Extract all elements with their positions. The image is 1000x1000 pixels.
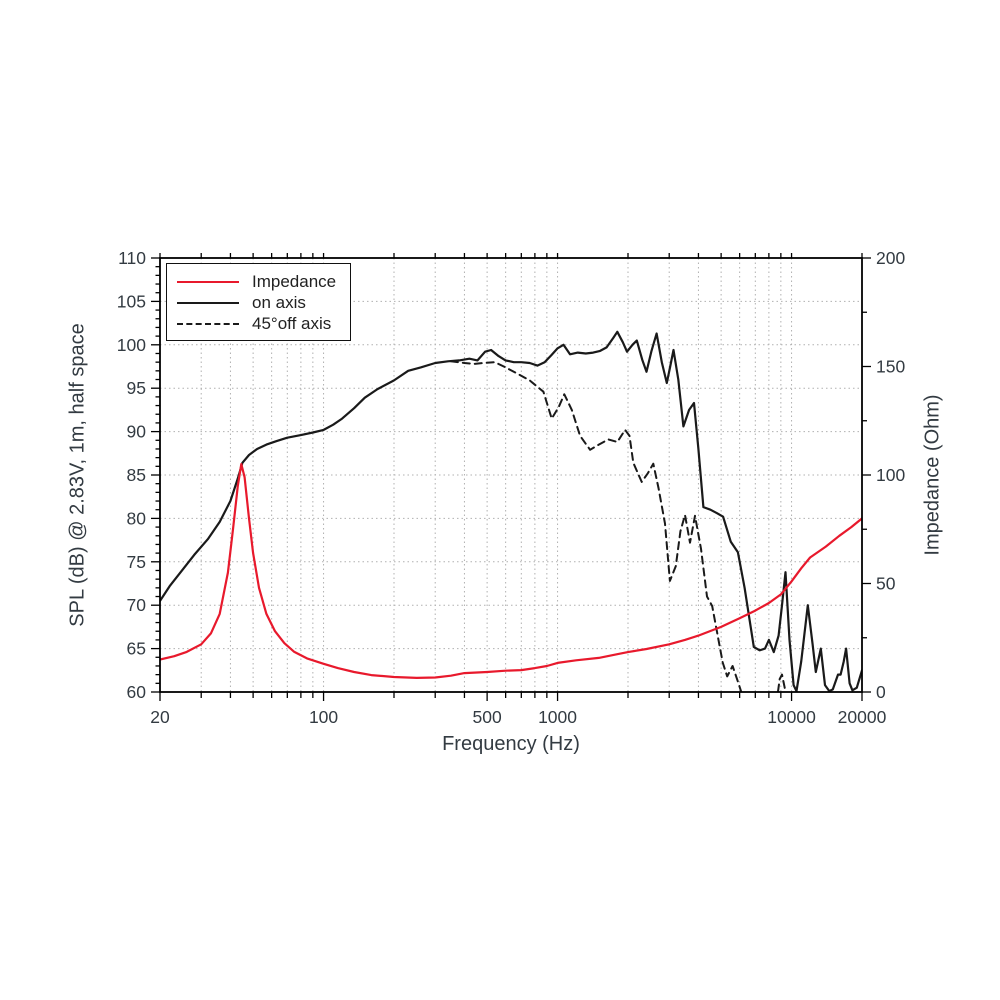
x-tick-label: 1000: [538, 707, 577, 727]
x-tick-label: 100: [309, 707, 338, 727]
off-axis-line-swatch: [177, 322, 239, 325]
y-right-tick-label: 200: [876, 248, 905, 268]
legend-label-off-axis: 45°off axis: [252, 314, 332, 333]
legend-box: Impedance on axis 45°off axis: [166, 263, 352, 341]
y-left-tick-label: 110: [118, 248, 146, 268]
curve-45-off-axis: [449, 360, 787, 692]
y-left-tick-label: 90: [127, 422, 147, 442]
y-right-tick-label: 0: [876, 682, 886, 702]
y-left-tick-label: 65: [127, 639, 146, 659]
y-left-tick-label: 85: [127, 465, 146, 485]
y-left-tick-label: 75: [127, 552, 146, 572]
legend-label-on-axis: on axis: [252, 293, 306, 312]
curve-on-axis: [160, 330, 862, 692]
x-axis-title: Frequency (Hz): [442, 733, 580, 755]
on-axis-line-swatch: [177, 301, 239, 304]
curve-impedance: [160, 463, 862, 680]
x-tick-label: 500: [473, 707, 502, 727]
impedance-line-swatch: [177, 280, 239, 283]
y-right-tick-label: 50: [876, 574, 896, 594]
y-axis-title-right: Impedance (Ohm): [921, 394, 944, 556]
y-right-tick-label: 100: [876, 465, 905, 485]
x-tick-label: 10000: [767, 707, 816, 727]
y-axis-title-left: SPL (dB) @ 2.83V, 1m, half space: [66, 323, 89, 627]
y-left-tick-label: 80: [127, 508, 147, 528]
legend-item-impedance: Impedance: [177, 271, 336, 292]
legend-item-on-axis: on axis: [177, 292, 336, 313]
legend-item-off-axis: 45°off axis: [177, 313, 336, 334]
y-right-tick-label: 150: [876, 357, 905, 377]
y-left-tick-label: 100: [117, 335, 146, 355]
x-tick-label: 20: [150, 707, 170, 727]
y-left-tick-label: 70: [127, 595, 147, 615]
y-left-tick-label: 95: [127, 378, 146, 398]
legend-label-impedance: Impedance: [252, 272, 337, 291]
y-left-tick-label: 105: [117, 291, 146, 311]
y-left-tick-label: 60: [127, 682, 147, 702]
x-tick-label: 20000: [838, 707, 887, 727]
